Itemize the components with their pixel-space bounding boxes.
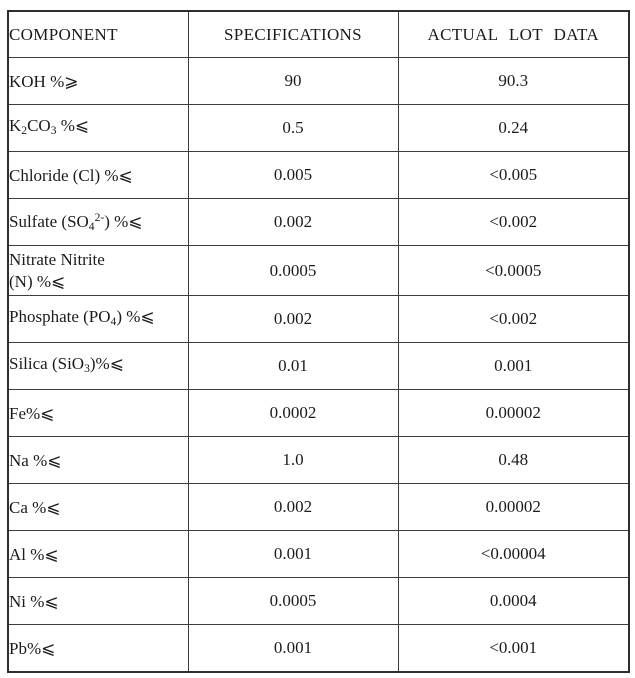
actual-cell: 0.24: [397, 104, 630, 152]
actual-cell: 0.001: [397, 342, 630, 390]
component-label-segment: Pb%⩽: [9, 638, 56, 658]
spec-cell: 0.01: [187, 342, 399, 390]
spec-cell: 0.002: [187, 198, 399, 246]
component-label-segment: Ni %⩽: [9, 591, 59, 611]
component-cell: Ca %⩽: [7, 483, 189, 531]
actual-cell: <0.001: [397, 624, 630, 673]
component-label-segment: Na %⩽: [9, 450, 62, 470]
component-label-segment: ) %⩽: [104, 211, 143, 231]
spec-table-body: KOH %⩾ 90 90.3 K2CO3 %⩽ 0.5 0.24 Chloride (Cl)…: [7, 57, 630, 673]
actual-cell: 0.0004: [397, 577, 630, 625]
component-label-segment: 2-: [94, 211, 105, 224]
component-label-segment: (N) %⩽: [9, 271, 66, 291]
table-row: K2CO3 %⩽ 0.5 0.24: [7, 104, 630, 152]
actual-cell: <0.002: [397, 198, 630, 246]
component-label-segment: 3: [84, 362, 90, 376]
table-row: KOH %⩾ 90 90.3: [7, 57, 630, 105]
component-label-segment: Ca %⩽: [9, 497, 61, 517]
actual-cell: <0.00004: [397, 530, 630, 578]
component-label-segment: Sulfate (SO: [9, 211, 89, 231]
actual-cell: 0.00002: [397, 389, 630, 437]
actual-cell: 0.48: [397, 436, 630, 484]
spec-cell: 0.001: [187, 530, 399, 578]
table-row: Phosphate (PO4) %⩽ 0.002 <0.002: [7, 295, 630, 343]
component-cell: Al %⩽: [7, 530, 189, 578]
component-label-segment: 4: [110, 315, 117, 329]
spec-cell: 0.002: [187, 295, 399, 343]
component-label-segment: Nitrate Nitrite: [9, 250, 105, 269]
actual-cell: 90.3: [397, 57, 630, 105]
component-cell: Nitrate Nitrite (N) %⩽: [7, 245, 189, 296]
spec-cell: 0.0005: [187, 577, 399, 625]
component-cell: Pb%⩽: [7, 624, 189, 673]
table-row: Fe%⩽ 0.0002 0.00002: [7, 389, 630, 437]
component-cell: Na %⩽: [7, 436, 189, 484]
component-label-segment: )%⩽: [89, 353, 124, 373]
header-component: COMPONENT: [7, 10, 189, 58]
actual-cell: 0.00002: [397, 483, 630, 531]
spec-cell: 0.002: [187, 483, 399, 531]
component-cell: K2CO3 %⩽: [7, 104, 189, 152]
component-cell: Fe%⩽: [7, 389, 189, 437]
component-label-segment: ) %⩽: [116, 306, 155, 326]
table-row: Nitrate Nitrite (N) %⩽ 0.0005 <0.0005: [7, 245, 630, 296]
spec-cell: 90: [187, 57, 399, 105]
table-row: Al %⩽ 0.001 <0.00004: [7, 530, 630, 578]
table-row: Sulfate (SO42-) %⩽ 0.002 <0.002: [7, 198, 630, 246]
component-cell: Silica (SiO3)%⩽: [7, 342, 189, 390]
component-label-segment: 2: [21, 124, 28, 138]
spec-cell: 0.0002: [187, 389, 399, 437]
table-row: Ca %⩽ 0.002 0.00002: [7, 483, 630, 531]
component-label-segment: K: [9, 115, 22, 135]
component-cell: Ni %⩽: [7, 577, 189, 625]
spec-cell: 0.001: [187, 624, 399, 673]
table-row: Chloride (Cl) %⩽ 0.005 <0.005: [7, 151, 630, 199]
header-row: COMPONENT SPECIFICATIONS ACTUAL LOT DATA: [7, 10, 630, 58]
spec-cell: 0.5: [187, 104, 399, 152]
component-label-segment: Silica (SiO: [9, 353, 85, 373]
table-row: Silica (SiO3)%⩽ 0.01 0.001: [7, 342, 630, 390]
component-label-segment: KOH %⩾: [9, 71, 79, 91]
component-label-segment: 3: [50, 124, 57, 138]
table-row: Na %⩽ 1.0 0.48: [7, 436, 630, 484]
component-label-segment: %⩽: [56, 115, 90, 135]
header-specifications: SPECIFICATIONS: [187, 10, 399, 58]
component-label-segment: Al %⩽: [9, 544, 59, 564]
table-row: Ni %⩽ 0.0005 0.0004: [7, 577, 630, 625]
component-label-segment: CO: [27, 115, 51, 135]
spec-table: COMPONENT SPECIFICATIONS ACTUAL LOT DATA…: [7, 10, 630, 673]
header-actual-lot-data: ACTUAL LOT DATA: [397, 10, 630, 58]
actual-cell: <0.0005: [397, 245, 630, 296]
component-label-segment: 4: [88, 220, 95, 233]
table-row: Pb%⩽ 0.001 <0.001: [7, 624, 630, 673]
component-label-segment: Phosphate (PO: [9, 306, 111, 326]
actual-cell: <0.002: [397, 295, 630, 343]
actual-cell: <0.005: [397, 151, 630, 199]
component-cell: KOH %⩾: [7, 57, 189, 105]
component-cell: Chloride (Cl) %⩽: [7, 151, 189, 199]
component-label-segment: Fe%⩽: [9, 403, 55, 423]
spec-cell: 1.0: [187, 436, 399, 484]
component-label-segment: Chloride (Cl) %⩽: [9, 165, 133, 185]
spec-cell: 0.005: [187, 151, 399, 199]
component-cell: Phosphate (PO4) %⩽: [7, 295, 189, 343]
spec-cell: 0.0005: [187, 245, 399, 296]
component-cell: Sulfate (SO42-) %⩽: [7, 198, 189, 246]
